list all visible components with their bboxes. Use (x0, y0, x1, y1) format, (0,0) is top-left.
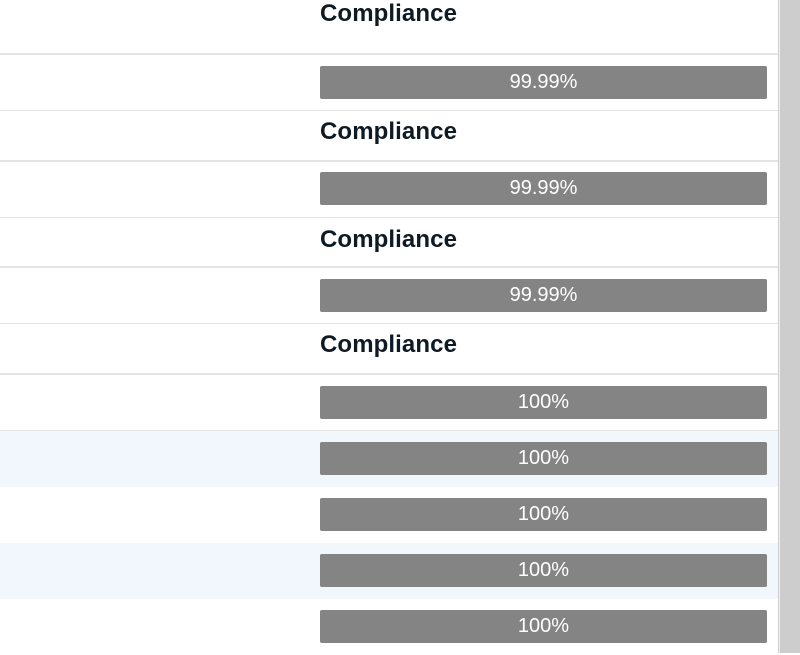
compliance-column-heading: Compliance (320, 118, 458, 145)
compliance-cell: 99.99% (320, 172, 768, 205)
section-header-row: Compliance (0, 111, 778, 162)
compliance-cell: 100% (320, 498, 768, 531)
scrollbar-thumb[interactable] (780, 0, 800, 653)
column-header-cell: Compliance (320, 0, 768, 28)
table-row: 100% (0, 487, 778, 543)
compliance-column-heading: Compliance (320, 331, 458, 358)
compliance-progress-bar: 100% (320, 554, 767, 587)
column-header-cell: Compliance (320, 118, 768, 146)
column-header-cell: Compliance (320, 331, 768, 359)
section-header-row: Compliance (0, 0, 778, 55)
progress-fill (320, 610, 767, 643)
compliance-progress-bar: 100% (320, 498, 767, 531)
progress-fill (320, 66, 767, 99)
compliance-cell: 100% (320, 442, 768, 475)
table-row: 99.99% (0, 268, 778, 324)
table-row: 100% (0, 431, 778, 487)
progress-fill (320, 554, 767, 587)
progress-fill (320, 498, 767, 531)
progress-fill (320, 279, 767, 312)
table-row: 99.99% (0, 162, 778, 218)
compliance-percentage-label: 100% (517, 391, 570, 413)
compliance-column-heading: Compliance (320, 226, 458, 253)
compliance-progress-bar: 100% (320, 386, 767, 419)
table-row: 100% (0, 599, 778, 655)
table-row: 100% (0, 543, 778, 599)
compliance-progress-bar: 100% (320, 610, 767, 643)
compliance-progress-bar: 99.99% (320, 172, 767, 205)
compliance-cell: 100% (320, 386, 768, 419)
compliance-percentage-label: 100% (517, 615, 570, 637)
compliance-percentage-label: 100% (517, 503, 570, 525)
progress-fill (320, 442, 767, 475)
compliance-percentage-label: 99.99% (509, 177, 578, 199)
compliance-percentage-label: 100% (517, 559, 570, 581)
section-header-row: Compliance (0, 218, 778, 268)
progress-fill (320, 386, 767, 419)
compliance-cell: 100% (320, 554, 768, 587)
compliance-percentage-label: 99.99% (509, 284, 578, 306)
compliance-cell: 100% (320, 610, 768, 643)
section-header-row: Compliance (0, 324, 778, 375)
compliance-column-heading: Compliance (320, 0, 458, 27)
compliance-cell: 99.99% (320, 279, 768, 312)
table-row: 100% (0, 375, 778, 431)
column-header-cell: Compliance (320, 226, 768, 254)
compliance-percentage-label: 99.99% (509, 71, 578, 93)
compliance-progress-bar: 99.99% (320, 66, 767, 99)
table-row: 99.99% (0, 55, 778, 111)
compliance-cell: 99.99% (320, 66, 768, 99)
compliance-percentage-label: 100% (517, 447, 570, 469)
compliance-progress-bar: 99.99% (320, 279, 767, 312)
progress-fill (320, 172, 767, 205)
compliance-progress-bar: 100% (320, 442, 767, 475)
vertical-scrollbar[interactable] (778, 0, 800, 653)
